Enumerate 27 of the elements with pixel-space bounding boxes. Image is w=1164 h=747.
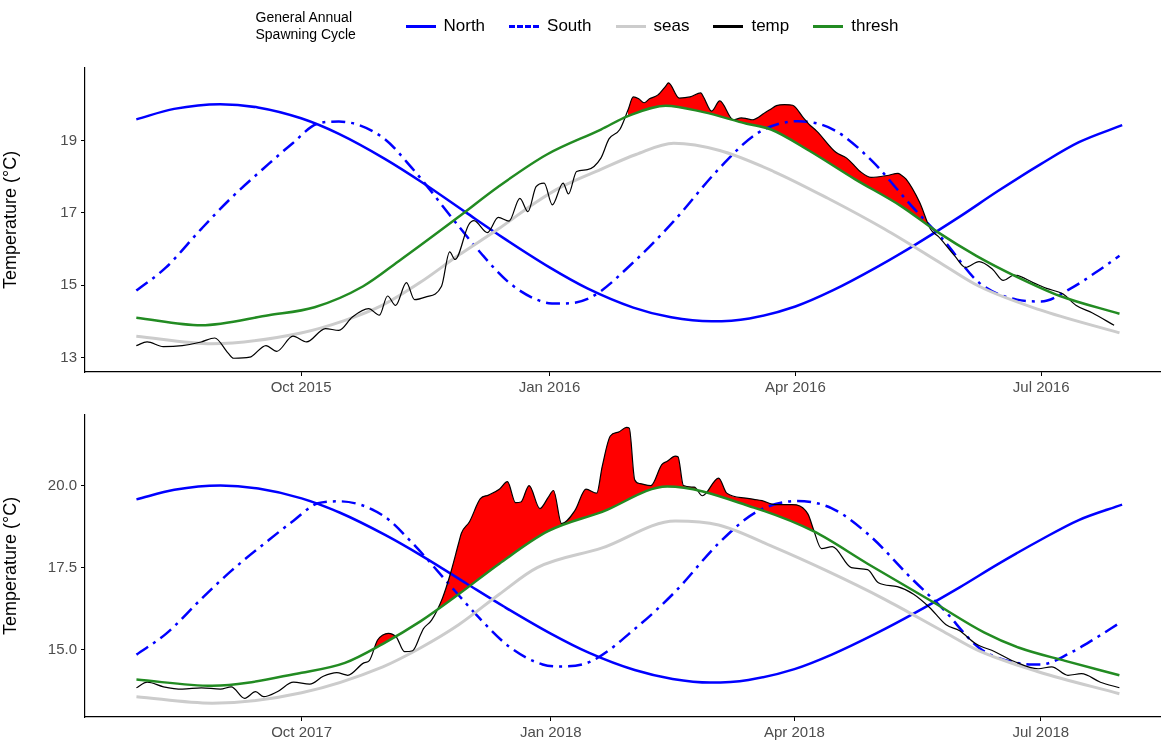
y-tick-label: 17: [60, 202, 77, 220]
y-axis-title: Temperature (°C): [0, 496, 20, 636]
x-tick-label: Oct 2017: [271, 723, 333, 741]
y-axis-title: Temperature (°C): [0, 150, 20, 290]
legend-title: General Annual Spawning Cycle: [255, 9, 357, 43]
x-tick-label: Jan 2018: [519, 723, 582, 741]
y-tick-label: 17.5: [47, 557, 77, 575]
y-tick-label: 20.0: [47, 475, 77, 493]
line-series: [135, 426, 1120, 699]
x-tick-label: Jul 2016: [1012, 378, 1070, 396]
x-tick-label: Jul 2018: [1012, 723, 1070, 741]
x-tick-label: Apr 2018: [764, 723, 825, 741]
y-tick-label: 15: [60, 275, 77, 293]
legend-label: temp: [751, 16, 790, 36]
legend-label: seas: [653, 16, 690, 36]
x-tick-label: Jan 2016: [518, 378, 581, 396]
legend-label: thresh: [851, 16, 899, 36]
legend-label: North: [443, 16, 486, 36]
y-tick-label: 19: [60, 130, 77, 148]
line-series: [134, 141, 1121, 346]
y-tick-label: 13: [60, 347, 77, 365]
x-tick-label: Oct 2015: [270, 378, 332, 396]
x-tick-label: Apr 2016: [764, 378, 826, 396]
line-series: [135, 82, 1115, 359]
y-tick-label: 15.0: [47, 639, 77, 657]
legend-label: South: [547, 16, 592, 36]
line-series: [134, 519, 1121, 705]
